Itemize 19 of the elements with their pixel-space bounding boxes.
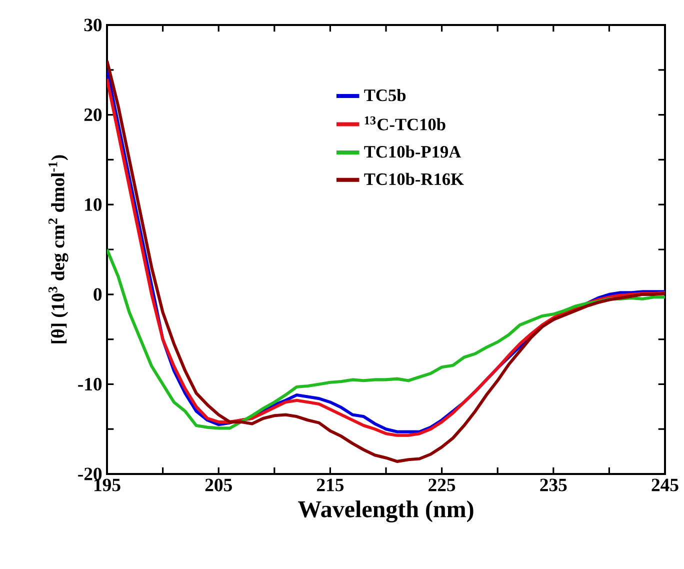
- y-tick-label: 10: [85, 198, 102, 211]
- x-tick-label: 205: [205, 478, 232, 492]
- x-tick-label: 245: [652, 478, 678, 492]
- legend-label: TC10b-R16K: [364, 172, 464, 186]
- x-axis-title: Wavelength (nm): [298, 500, 474, 522]
- y-axis-title: [θ] (10$^{3}$ deg cm$^{2}$ dmol$^{-1}$): [48, 155, 68, 344]
- y-tick-label: -20: [78, 468, 102, 480]
- legend-label: TC5b: [364, 88, 406, 102]
- y-tick-label: 0: [94, 288, 102, 301]
- x-tick-label: 215: [316, 478, 344, 492]
- x-tick-label: 195: [94, 478, 120, 492]
- line-series: [107, 248, 665, 430]
- y-tick-label: -10: [78, 378, 102, 391]
- x-tick-label: 225: [428, 478, 456, 492]
- legend-label: $^{13}$C-TC10b: [364, 116, 446, 130]
- x-tick-label: 235: [540, 478, 567, 492]
- y-tick-label: 30: [84, 18, 102, 32]
- y-tick-label: 20: [84, 108, 102, 122]
- legend-label: TC10b-P19A: [364, 146, 462, 158]
